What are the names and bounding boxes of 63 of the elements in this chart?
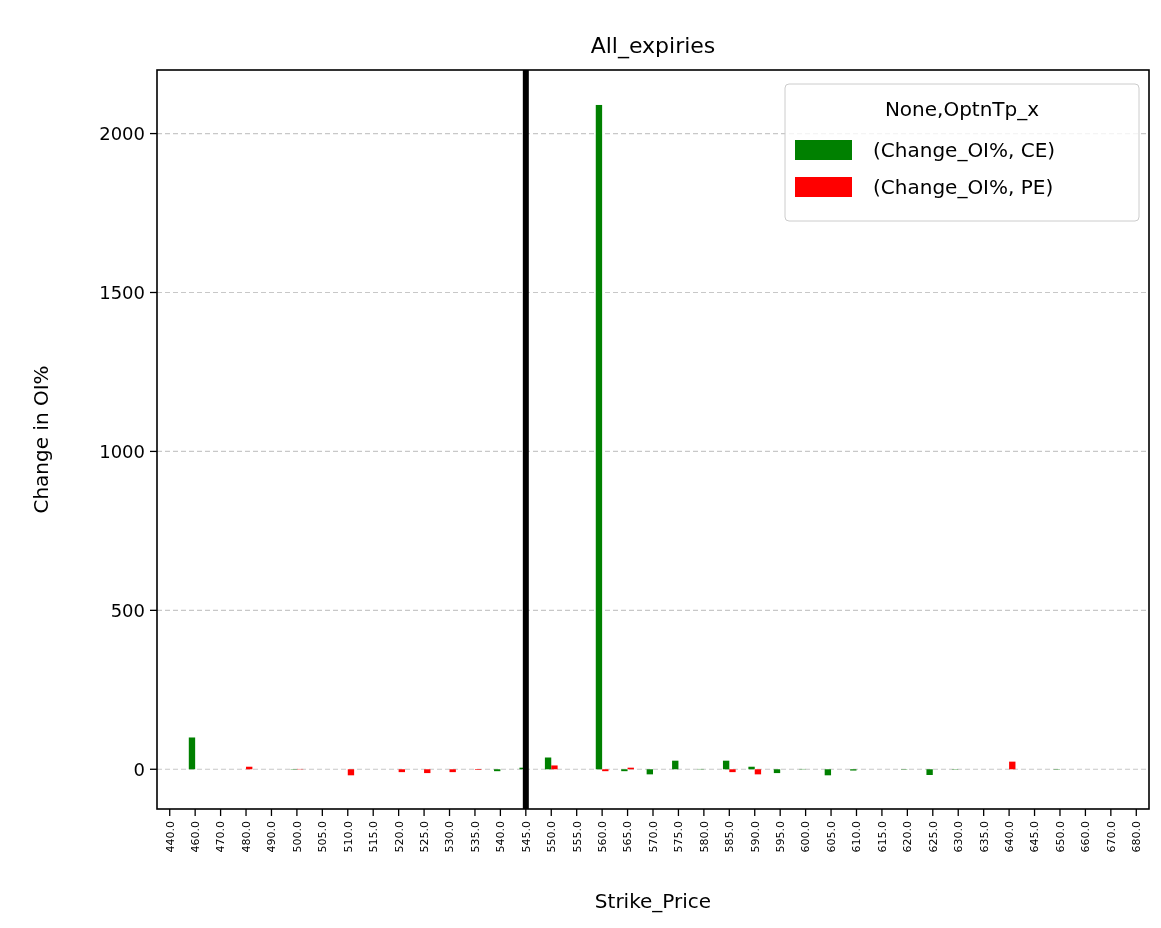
- x-tick-label: 440.0: [163, 821, 177, 853]
- x-tick-label: 620.0: [901, 821, 915, 853]
- y-axis-title: Change in OI%: [29, 365, 53, 514]
- y-tick-label: 1500: [99, 281, 145, 303]
- x-tick-label: 525.0: [417, 821, 431, 853]
- y-tick-label: 2000: [99, 122, 145, 144]
- x-tick-label: 610.0: [850, 821, 864, 853]
- bar: [188, 737, 196, 770]
- x-tick-label: 565.0: [621, 821, 635, 853]
- x-tick-label: 670.0: [1104, 821, 1118, 853]
- x-tick-label: 535.0: [468, 821, 482, 853]
- bar: [773, 769, 781, 774]
- x-tick-label: 580.0: [697, 821, 711, 853]
- legend-title: None,OptnTp_x: [884, 97, 1040, 121]
- x-tick-label: 630.0: [952, 821, 966, 853]
- x-tick-label: 640.0: [1002, 821, 1016, 853]
- x-tick-label: 650.0: [1053, 821, 1067, 853]
- x-tick-label: 645.0: [1028, 821, 1042, 853]
- x-tick-label: 585.0: [723, 821, 737, 853]
- x-tick-label: 470.0: [214, 821, 228, 853]
- legend-label: (Change_OI%, PE): [873, 175, 1054, 199]
- x-tick-label: 515.0: [367, 821, 381, 853]
- x-tick-label: 570.0: [646, 821, 660, 853]
- x-tick-label: 480.0: [239, 821, 253, 853]
- x-tick-label: 530.0: [443, 821, 457, 853]
- x-tick-label: 560.0: [595, 821, 609, 853]
- bar: [398, 769, 405, 773]
- x-tick-label: 460.0: [189, 821, 202, 853]
- x-tick-label: 615.0: [875, 821, 889, 853]
- x-tick-label: 555.0: [570, 821, 584, 853]
- x-tick-label: 545.0: [519, 821, 533, 853]
- bar: [551, 765, 558, 770]
- x-tick-label: 590.0: [748, 821, 762, 853]
- y-tick-label: 500: [110, 599, 145, 621]
- bar: [824, 769, 832, 776]
- bar: [424, 769, 431, 774]
- x-tick-label: 660.0: [1079, 821, 1093, 853]
- x-tick-label: 550.0: [545, 821, 559, 853]
- y-tick-label: 1000: [99, 440, 145, 462]
- x-tick-label: 605.0: [824, 821, 838, 853]
- x-tick-label: 680.0: [1130, 821, 1144, 853]
- x-tick-label: 490.0: [265, 821, 279, 853]
- x-tick-label: 575.0: [672, 821, 686, 853]
- bar: [729, 769, 736, 773]
- x-tick-label: 600.0: [799, 821, 813, 853]
- bar: [449, 769, 456, 773]
- bar: [754, 769, 762, 775]
- x-tick-label: 635.0: [977, 821, 991, 853]
- x-tick-label: 520.0: [392, 821, 406, 853]
- bar: [595, 104, 603, 770]
- x-tick-label: 505.0: [316, 821, 330, 853]
- bar: [646, 769, 653, 775]
- x-axis-title: Strike_Price: [594, 889, 712, 913]
- bar: [926, 769, 933, 775]
- chart-title: All_expiries: [590, 33, 716, 59]
- x-tick-label: 500.0: [290, 821, 304, 853]
- y-tick-label: 0: [133, 758, 145, 780]
- bar: [347, 769, 355, 776]
- x-tick-label: 540.0: [494, 821, 508, 853]
- x-tick-label: 595.0: [774, 821, 788, 853]
- x-tick-label: 625.0: [926, 821, 940, 853]
- x-tick-label: 510.0: [341, 821, 355, 853]
- legend-label: (Change_OI%, CE): [873, 138, 1056, 162]
